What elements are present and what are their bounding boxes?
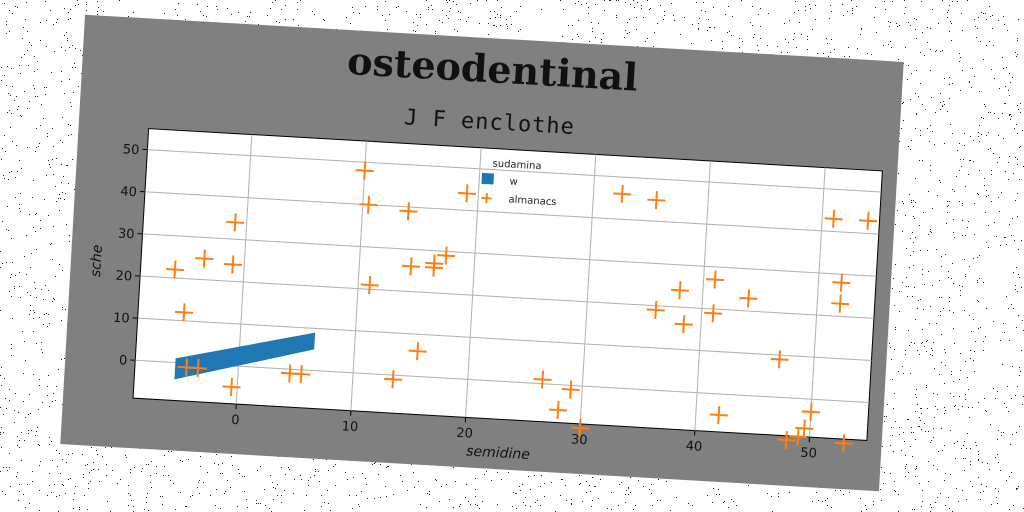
x-gridline <box>350 141 367 411</box>
data-point-marker <box>834 434 853 453</box>
data-point-marker <box>770 350 789 369</box>
data-point-marker <box>824 209 843 228</box>
x-tick-label: 10 <box>341 419 358 435</box>
data-point-marker <box>424 258 443 277</box>
y-gridline <box>144 191 879 235</box>
data-point-marker <box>189 359 208 378</box>
data-point-marker <box>670 281 689 300</box>
data-point-marker <box>165 260 185 279</box>
data-point-marker <box>801 402 821 421</box>
data-point-marker <box>195 249 214 268</box>
data-point-marker <box>795 419 814 438</box>
y-gridline <box>142 233 877 277</box>
x-axis-label: semidine <box>466 443 531 463</box>
x-tick-label: 40 <box>685 439 702 455</box>
data-point-marker <box>647 191 666 210</box>
y-gridline <box>147 149 882 193</box>
data-point-marker <box>226 213 245 232</box>
data-point-marker <box>570 419 590 438</box>
data-point-marker <box>401 257 421 276</box>
data-point-marker <box>222 377 241 396</box>
data-point-marker <box>858 211 878 230</box>
data-point-marker <box>355 161 374 180</box>
data-point-marker <box>832 273 851 292</box>
data-point-marker <box>408 342 427 361</box>
x-gridline <box>809 167 826 438</box>
x-tick-label: 30 <box>571 432 588 448</box>
x-gridline <box>694 160 711 431</box>
data-point-marker <box>457 184 477 203</box>
y-tick-label: 10 <box>113 311 130 327</box>
data-point-marker <box>706 270 725 289</box>
data-point-marker <box>360 275 379 295</box>
x-tick-label: 0 <box>231 413 240 428</box>
x-gridline <box>465 147 482 418</box>
scatter-plot: 0 10 20 30 40 50 0 10 20 30 40 50 semidine sche sudami… <box>88 128 883 463</box>
legend-swatch-marker <box>481 193 492 204</box>
data-point-marker <box>613 184 632 203</box>
data-point-marker <box>399 202 418 221</box>
data-point-marker <box>223 255 242 274</box>
data-point-marker <box>437 246 456 265</box>
data-point-marker <box>292 365 311 384</box>
chart-figure: osteodentinal J F enclothe 0 10 20 30 40 50 0 1… <box>60 14 904 492</box>
data-point-marker <box>174 303 194 322</box>
x-tick-label: 50 <box>800 446 817 462</box>
x-gridline <box>579 154 597 424</box>
data-point-marker <box>383 370 403 389</box>
legend-label-almanacs: almanacs <box>508 194 557 208</box>
band-area-w <box>174 332 316 380</box>
y-tick-label: 30 <box>118 226 135 242</box>
y-tick-label: 40 <box>120 184 137 200</box>
legend-title: sudamina <box>492 158 542 172</box>
y-axis-label: sche <box>88 244 106 277</box>
legend-label-w: w <box>509 176 518 187</box>
legend-swatch-band <box>481 172 495 185</box>
y-gridline <box>137 317 872 361</box>
data-point-marker <box>704 304 723 323</box>
plot-area <box>132 128 883 441</box>
data-point-marker <box>646 300 665 320</box>
y-gridline <box>135 359 870 404</box>
data-point-marker <box>548 400 568 420</box>
data-point-marker <box>831 294 850 313</box>
data-point-marker <box>359 195 378 214</box>
data-point-marker <box>561 380 580 399</box>
y-gridline <box>140 275 874 319</box>
data-point-marker <box>777 431 796 450</box>
y-tick-label: 50 <box>122 142 139 158</box>
y-tick-label: 0 <box>118 353 127 368</box>
data-point-marker <box>533 370 552 389</box>
data-point-marker <box>674 315 693 334</box>
data-point-marker <box>739 289 758 308</box>
x-tick-label: 20 <box>456 426 473 442</box>
data-point-marker <box>709 405 728 425</box>
y-tick-label: 20 <box>115 269 132 285</box>
